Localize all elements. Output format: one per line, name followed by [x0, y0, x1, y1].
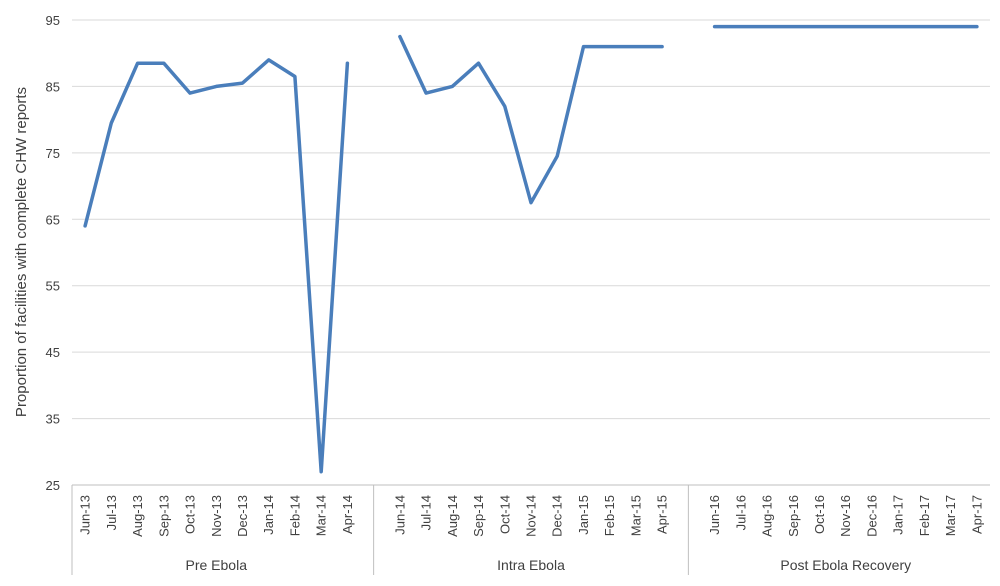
- y-tick-label: 35: [46, 412, 60, 427]
- axes: [71, 484, 990, 575]
- x-tick-label: Aug-16: [760, 495, 775, 537]
- x-tick-label: Jun-16: [707, 495, 722, 535]
- x-tick-label: Mar-14: [314, 495, 329, 536]
- x-tick-label: Feb-17: [917, 495, 932, 536]
- x-tick-label: Sep-13: [156, 495, 171, 537]
- x-tick-label: Jun-13: [78, 495, 93, 535]
- x-tick-labels: Jun-13 Jul-13 Aug-13 Sep-13 Oct-13 Nov-13 Dec-…: [78, 495, 985, 537]
- x-tick-label: Nov-14: [524, 495, 539, 537]
- x-tick-label: Nov-13: [209, 495, 224, 537]
- group-labels: Pre Ebola Intra Ebola Post Ebola Recovery: [186, 557, 912, 573]
- x-tick-label: Dec-16: [865, 495, 880, 537]
- x-tick-label: Jul-14: [419, 495, 434, 530]
- y-tick-label: 95: [46, 13, 60, 28]
- series-line: [83, 58, 350, 474]
- group-label: Intra Ebola: [497, 557, 565, 573]
- group-label: Post Ebola Recovery: [780, 557, 911, 573]
- series-line: [398, 34, 664, 205]
- x-tick-label: Jan-17: [891, 495, 906, 535]
- x-tick-label: Jul-16: [733, 495, 748, 530]
- y-axis-label: Proportion of facilities with complete C…: [13, 87, 30, 417]
- x-tick-label: Apr-15: [655, 495, 670, 534]
- x-tick-label: Mar-17: [943, 495, 958, 536]
- x-tick-label: Apr-17: [969, 495, 984, 534]
- x-tick-label: Dec-14: [550, 495, 565, 537]
- x-tick-label: Oct-16: [812, 495, 827, 534]
- group-label: Pre Ebola: [186, 557, 248, 573]
- x-tick-label: Aug-13: [130, 495, 145, 537]
- x-tick-label: Sep-14: [471, 495, 486, 537]
- y-tick-labels: 25 35 45 55 65 75 85 95: [46, 13, 60, 493]
- x-tick-label: Jul-13: [104, 495, 119, 530]
- y-tick-label: 75: [46, 146, 60, 161]
- y-tick-label: 85: [46, 79, 60, 94]
- y-tick-label: 65: [46, 212, 60, 227]
- grid-lines: [72, 19, 990, 420]
- x-tick-label: Oct-14: [497, 495, 512, 534]
- x-tick-label: Dec-13: [235, 495, 250, 537]
- x-tick-label: Nov-16: [838, 495, 853, 537]
- series-lines: [83, 24, 979, 474]
- x-tick-label: Apr-14: [340, 495, 355, 534]
- x-tick-label: Aug-14: [445, 495, 460, 537]
- y-tick-label: 45: [46, 345, 60, 360]
- x-tick-label: Feb-14: [287, 495, 302, 536]
- x-tick-label: Jun-14: [392, 495, 407, 535]
- x-tick-label: Jan-14: [261, 495, 276, 535]
- y-tick-label: 25: [46, 478, 60, 493]
- y-tick-label: 55: [46, 279, 60, 294]
- x-tick-label: Oct-13: [183, 495, 198, 534]
- x-tick-label: Feb-15: [602, 495, 617, 536]
- x-tick-label: Jan-15: [576, 495, 591, 535]
- x-tick-label: Sep-16: [786, 495, 801, 537]
- x-tick-label: Mar-15: [628, 495, 643, 536]
